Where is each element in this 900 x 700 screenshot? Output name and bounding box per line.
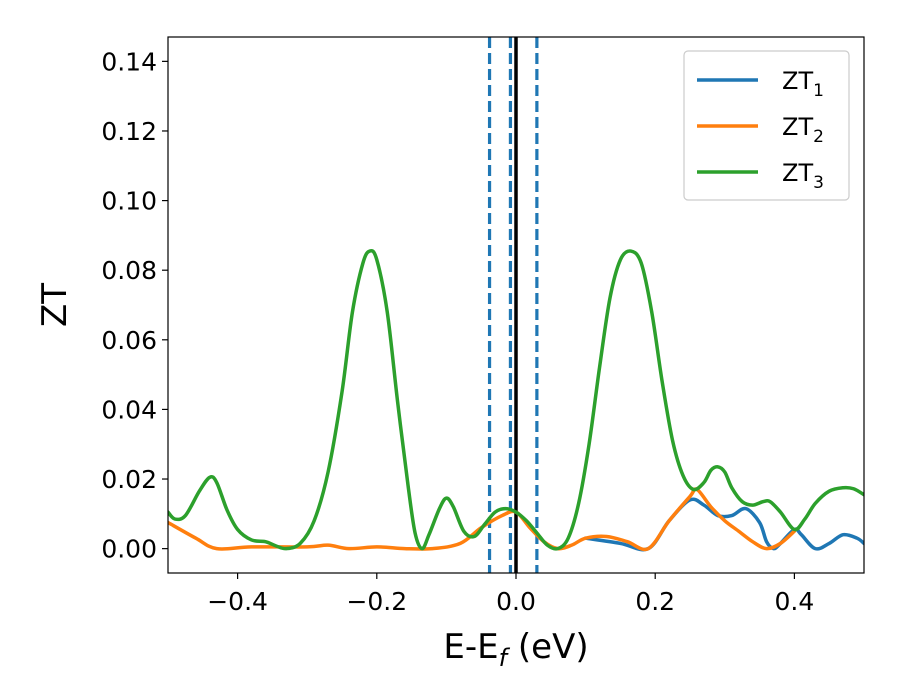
y-tick-label: 0.04 [101, 395, 157, 424]
legend-label-zt2: ZT2 [782, 113, 824, 147]
x-tick-label: −0.4 [207, 587, 268, 616]
x-tick-label: 0.2 [635, 587, 675, 616]
y-tick-label: 0.06 [101, 326, 157, 355]
y-tick-label: 0.10 [101, 187, 157, 216]
y-axis-title: ZT [35, 283, 75, 327]
y-tick-label: 0.14 [101, 47, 157, 76]
legend-box [683, 50, 850, 201]
series-line-zt3 [168, 249, 864, 551]
x-tick-label: −0.2 [346, 587, 407, 616]
legend-label-zt1: ZT1 [782, 67, 824, 101]
x-tick-label: 0.4 [775, 587, 815, 616]
y-tick-label: 0.00 [101, 535, 157, 564]
legend: ZT1 ZT2 ZT3 [683, 50, 850, 201]
y-tick-label: 0.02 [101, 465, 157, 494]
legend-label-zt3: ZT3 [782, 159, 824, 193]
x-tick-label: 0.0 [496, 587, 536, 616]
y-tick-label: 0.08 [101, 256, 157, 285]
y-tick-label: 0.12 [101, 117, 157, 146]
x-axis-title: E-Ef (eV) [443, 627, 588, 672]
